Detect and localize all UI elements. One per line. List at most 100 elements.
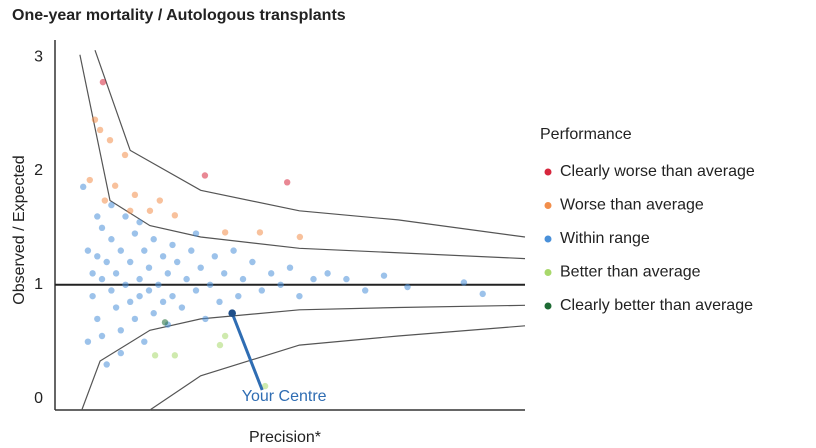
y-tick-label: 1 [34,276,43,293]
data-point [80,183,87,191]
data-point [239,275,247,283]
data-point [94,315,101,323]
data-point [127,298,134,306]
data-point [202,315,209,323]
data-point [136,275,143,283]
data-point [151,352,159,359]
y-tick-label: 3 [34,48,43,65]
data-point [145,287,153,294]
data-point [99,78,107,86]
data-point [108,201,115,209]
data-point [156,197,164,204]
data-point [86,176,93,184]
data-point [268,270,275,277]
data-point [216,298,223,306]
data-point [150,236,157,243]
data-point [101,197,109,204]
data-point [249,258,256,266]
data-point [117,327,125,334]
data-point [127,258,134,266]
data-point [283,179,291,186]
data-point [89,270,96,277]
legend-label: Clearly worse than average [560,163,755,180]
legend-marker [544,168,552,176]
data-point [197,264,204,271]
data-point [183,275,190,283]
legend-label: Better than average [560,264,701,281]
data-point [178,304,186,311]
data-point [131,230,139,237]
data-point [201,172,209,179]
x-axis-label: Precision* [249,429,321,446]
data-point [136,292,143,300]
data-point [230,247,237,254]
control-limit [79,54,526,260]
data-point [221,229,229,236]
data-point [121,151,129,159]
legend-marker [544,302,552,310]
annotation-label: Your Centre [242,388,327,405]
data-point [117,247,125,254]
data-point [235,292,242,300]
legend-marker [544,235,552,243]
data-point [169,241,176,249]
data-point [98,275,106,283]
data-point [96,126,104,134]
data-point [171,212,179,219]
data-point [192,230,200,237]
data-point [127,207,134,214]
data-point [159,298,167,306]
data-point [131,315,139,323]
data-point [94,213,101,220]
data-point [141,247,148,254]
data-point [310,275,317,283]
data-point [111,182,119,189]
data-point [174,258,181,266]
legend-label: Clearly better than average [560,297,753,314]
legend-label: Worse than average [560,197,704,214]
your-centre-point [228,309,236,318]
data-point [146,207,154,214]
data-point [136,218,143,226]
data-point [380,272,388,279]
data-point [221,332,229,340]
data-point [103,258,110,266]
data-point [117,349,125,357]
data-point [404,283,411,291]
data-point [141,338,148,345]
y-axis-label: Observed / Expected [11,155,28,304]
data-point [221,270,228,277]
data-point [89,292,96,300]
y-tick-label: 2 [34,162,43,179]
data-point [91,116,99,123]
data-point [296,292,303,300]
control-limit [149,325,526,411]
data-point [479,290,486,298]
data-point [145,264,153,271]
data-point [460,279,468,286]
chart-title: One-year mortality / Autologous transpla… [12,7,346,24]
data-point [296,233,304,241]
data-point [164,270,171,277]
data-point [324,270,331,277]
annotation-line [230,312,264,391]
data-point [103,361,110,368]
data-point [150,310,157,317]
data-point [169,292,176,300]
data-point [277,281,284,288]
data-point [94,253,101,260]
data-point [108,236,115,243]
data-point [155,281,162,288]
data-point [258,287,265,294]
data-point [84,338,92,345]
data-point [216,341,224,349]
data-point [159,253,167,260]
data-point [98,224,106,232]
data-point [261,382,269,390]
data-point [161,319,169,326]
data-point [206,281,214,288]
data-point [122,213,129,220]
legend-marker [544,269,552,276]
legend-marker [544,202,552,209]
